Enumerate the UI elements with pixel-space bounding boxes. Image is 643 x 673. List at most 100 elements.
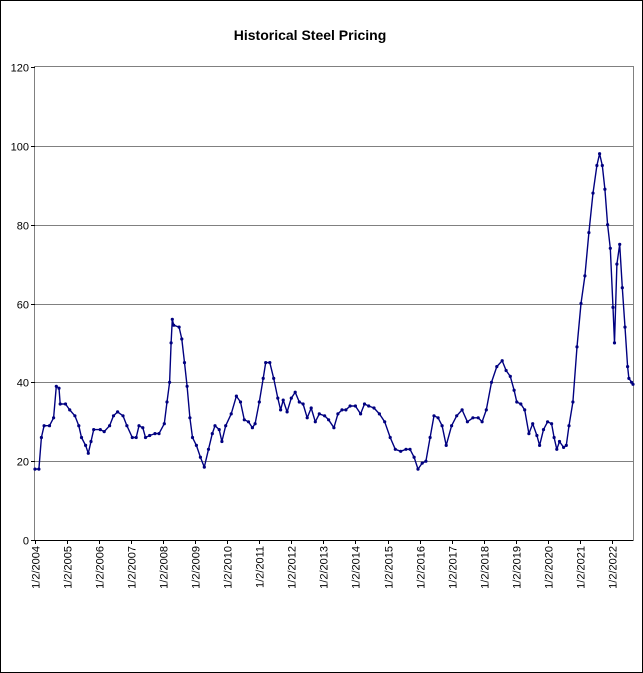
data-point	[297, 400, 301, 404]
data-point	[57, 386, 61, 390]
data-point	[198, 455, 202, 459]
data-point	[571, 400, 575, 404]
data-point	[188, 416, 192, 420]
data-point	[313, 420, 317, 424]
data-point	[455, 414, 459, 418]
data-point	[327, 418, 331, 422]
data-point	[564, 443, 568, 447]
data-point	[538, 443, 542, 447]
data-point	[450, 424, 454, 428]
data-point	[268, 361, 272, 365]
data-point	[404, 447, 408, 451]
data-point	[276, 396, 280, 400]
y-tick-label: 40	[17, 378, 29, 390]
x-tick-label: 1/2/2022	[608, 546, 620, 589]
data-point	[285, 410, 289, 414]
data-point	[377, 412, 381, 416]
data-point	[603, 187, 607, 191]
data-point	[141, 426, 145, 430]
data-point	[77, 424, 81, 428]
data-point	[432, 414, 436, 418]
data-point	[108, 424, 112, 428]
data-point	[190, 435, 195, 440]
data-point	[89, 439, 93, 444]
data-point	[125, 424, 129, 428]
data-point	[323, 414, 327, 418]
data-point	[424, 459, 428, 463]
data-point	[550, 422, 554, 426]
data-point	[555, 447, 559, 451]
data-point	[623, 325, 627, 329]
data-point	[372, 406, 376, 410]
data-point	[353, 404, 357, 408]
data-point	[476, 416, 480, 420]
data-point	[484, 408, 488, 412]
data-point	[519, 402, 523, 406]
data-point	[631, 382, 635, 386]
data-point	[567, 424, 571, 428]
data-point	[579, 301, 583, 306]
data-point	[194, 443, 198, 447]
data-point	[229, 412, 233, 416]
data-point	[340, 408, 344, 412]
x-tick-label: 1/2/2015	[384, 546, 396, 589]
x-tick-label: 1/2/2019	[512, 546, 524, 589]
data-point	[224, 424, 228, 428]
y-tick-label: 120	[11, 63, 29, 75]
data-point	[92, 428, 96, 432]
data-point	[73, 414, 77, 418]
x-tick-label: 1/2/2010	[223, 546, 235, 589]
data-point	[121, 414, 125, 418]
data-point	[393, 447, 397, 451]
x-tick-label: 1/2/2011	[255, 546, 267, 588]
x-tick-label: 1/2/2013	[319, 546, 331, 589]
data-point	[546, 420, 550, 424]
data-point	[317, 412, 321, 416]
data-point	[541, 428, 546, 432]
data-point	[250, 426, 254, 430]
data-point	[471, 416, 475, 420]
data-point	[134, 435, 138, 440]
x-tick-label: 1/2/2006	[95, 546, 107, 589]
data-point	[595, 163, 599, 168]
data-point	[242, 418, 246, 422]
data-point	[612, 341, 617, 345]
data-point	[102, 430, 106, 434]
data-point	[460, 408, 464, 412]
data-point	[47, 424, 52, 428]
data-point	[185, 384, 189, 388]
data-point	[257, 400, 261, 404]
data-point	[309, 406, 313, 410]
data-point	[428, 435, 432, 440]
data-point	[157, 432, 161, 436]
x-tick-label: 1/2/2007	[127, 546, 139, 589]
data-point	[180, 337, 184, 341]
data-point	[170, 317, 174, 321]
data-point	[575, 345, 579, 349]
data-point	[336, 412, 340, 416]
data-point	[359, 412, 363, 416]
data-point	[587, 231, 591, 235]
data-point	[440, 424, 444, 428]
data-point	[217, 428, 221, 432]
data-point	[608, 246, 612, 250]
data-point	[210, 432, 214, 436]
data-point	[261, 376, 265, 380]
data-point	[388, 435, 392, 440]
data-point	[253, 422, 257, 426]
data-point	[177, 325, 181, 329]
data-point	[508, 374, 512, 378]
data-point	[412, 455, 416, 459]
data-point	[264, 361, 268, 365]
data-point	[148, 433, 152, 438]
x-tick-label: 1/2/2009	[191, 546, 203, 589]
data-point	[172, 323, 176, 327]
x-tick-label: 1/2/2020	[544, 546, 556, 589]
data-point	[301, 402, 305, 406]
y-tick-label: 80	[17, 221, 29, 233]
data-point	[504, 368, 508, 373]
data-point	[344, 408, 348, 412]
data-point	[39, 435, 44, 440]
data-point	[408, 447, 412, 451]
series-line	[35, 152, 634, 470]
